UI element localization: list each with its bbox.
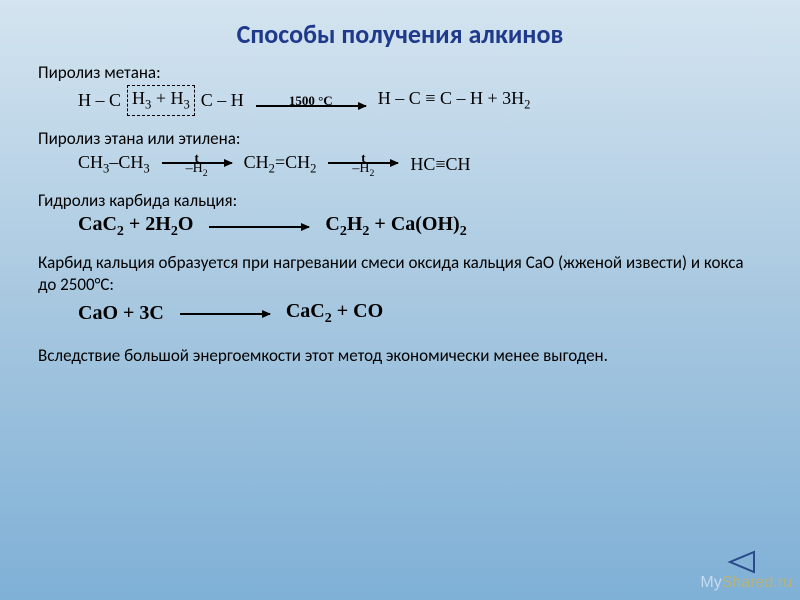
triangle-left-icon xyxy=(726,550,756,574)
equation-3: CaC2 + 2H2O C2H2 + Ca(OH)2 xyxy=(78,213,762,240)
eq1-lhs-post: C – H xyxy=(201,90,244,111)
equation-1: H – C H3 + H3 C – H 1500 °C H – C ≡ C – … xyxy=(78,85,762,116)
equation-4: CaO + 3C CaC2 + CO xyxy=(78,300,762,327)
eq4-arrow xyxy=(180,313,270,315)
eq2-c: HC≡CH xyxy=(410,154,470,175)
watermark: MyShared.ru xyxy=(700,574,792,592)
section-5-paragraph: Вследствие большой энергоемкости этот ме… xyxy=(38,345,762,367)
slide-title: Способы получения алкинов xyxy=(0,0,800,58)
slide-content: Пиролиз метана: H – C H3 + H3 C – H 1500… xyxy=(0,62,800,367)
section-2-label: Пиролиз этана или этилена: xyxy=(38,128,762,149)
watermark-right: Shared.ru xyxy=(722,574,792,591)
prev-slide-button[interactable] xyxy=(726,550,756,574)
eq3-rhs: C2H2 + Ca(OH)2 xyxy=(325,213,466,240)
eq4-rhs: CaC2 + CO xyxy=(286,300,383,327)
equation-2: CH3–CH3 t –H2 CH2=CH2 t –H2 HC≡CH xyxy=(78,151,762,179)
eq4-lhs: CaO + 3C xyxy=(78,302,164,325)
eq1-lhs-pre: H – C xyxy=(78,90,121,111)
eq2-b: CH2=CH2 xyxy=(244,152,317,177)
eq2-arrow2-bot: –H2 xyxy=(352,162,374,179)
section-1-label: Пиролиз метана: xyxy=(38,62,762,83)
eq2-a: CH3–CH3 xyxy=(78,152,150,177)
eq2-arrow-1: t –H2 xyxy=(162,151,232,179)
section-3-label: Гидролиз карбида кальция: xyxy=(38,190,762,211)
section-4-paragraph: Карбид кальция образуется при нагревании… xyxy=(38,252,762,296)
eq2-arrow1-bot: –H2 xyxy=(186,162,208,179)
eq1-dashed-box: H3 + H3 xyxy=(127,85,195,116)
eq2-arrow-2: t –H2 xyxy=(328,151,398,179)
watermark-left: My xyxy=(700,574,721,591)
eq1-arrow: 1500 °C xyxy=(256,94,366,107)
eq3-lhs: CaC2 + 2H2O xyxy=(78,213,193,240)
eq3-arrow xyxy=(209,226,309,228)
eq1-rhs: H – C ≡ C – H + 3H2 xyxy=(378,88,531,113)
